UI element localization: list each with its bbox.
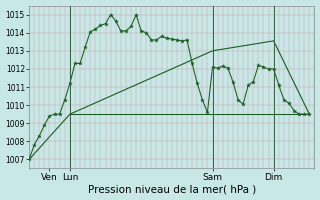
X-axis label: Pression niveau de la mer( hPa ): Pression niveau de la mer( hPa ) [88, 184, 256, 194]
